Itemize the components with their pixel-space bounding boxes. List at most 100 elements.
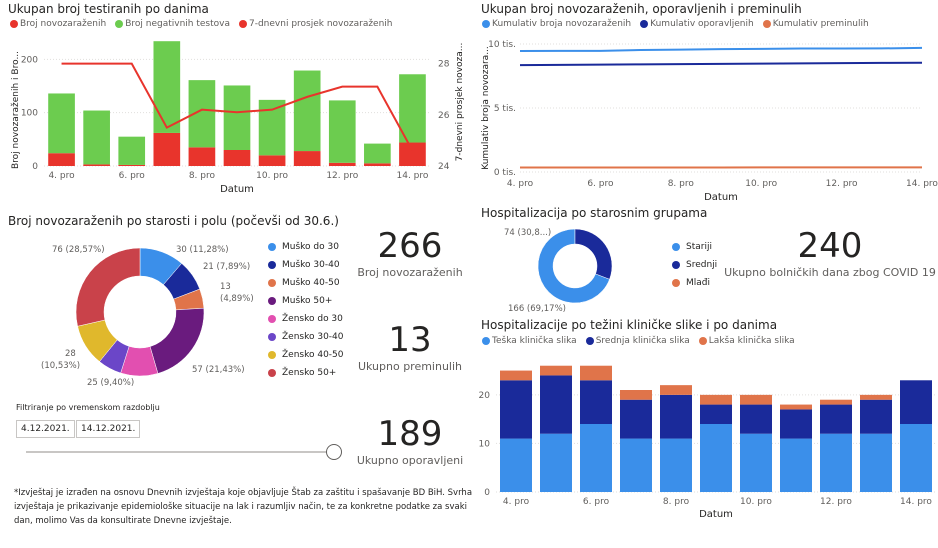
bar-new-cases: [258, 155, 286, 166]
bar-new-cases: [153, 132, 181, 166]
legend-item-f-under30[interactable]: Žensko do 30: [268, 310, 344, 328]
cumulative-chart[interactable]: 0 tis. 5 tis. 10 tis. 4. pro 6. pro 8. pro 10.…: [472, 30, 938, 202]
x-tick: 12. pro: [826, 179, 858, 189]
bar-new-cases: [223, 150, 251, 166]
bar-negative-tests: [83, 110, 110, 165]
bar-moderate: [780, 409, 812, 439]
x-tick: 14. pro: [906, 179, 938, 189]
legend-item-m-under30[interactable]: Muško do 30: [268, 238, 344, 256]
bar-moderate: [900, 380, 932, 424]
line-cum-recovered: [519, 61, 923, 67]
tests-chart[interactable]: 0 100 200 24 26 28 4. pro 6. pro 8. pro 10. pro 12…: [0, 30, 470, 200]
legend-item-cum-recovered[interactable]: Kumulativ oporavljenih: [640, 19, 754, 29]
legend-item-cum-deaths[interactable]: Kumulativ preminulih: [762, 19, 869, 29]
x-tick: 8. pro: [668, 179, 695, 189]
slice-label-7: 76 (28,57%): [52, 245, 105, 255]
bar-moderate: [700, 404, 732, 424]
x-tick: 12. pro: [326, 171, 358, 181]
bar-severe: [540, 433, 572, 492]
bar-negative-tests: [118, 136, 146, 165]
bar-mild: [780, 404, 812, 410]
y-tick: 20: [479, 391, 491, 401]
legend-item-m-40-50[interactable]: Muško 40-50: [268, 274, 344, 292]
bar-severe: [860, 433, 892, 492]
legend-item-f-40-50[interactable]: Žensko 40-50: [268, 346, 344, 364]
bar-negative-tests: [364, 143, 391, 164]
tests-chart-title: Ukupan broj testiranih po danima: [8, 2, 209, 16]
legend-item-m-30-40[interactable]: Muško 30-40: [268, 256, 344, 274]
x-tick: 10. pro: [740, 497, 772, 507]
x-tick: 12. pro: [820, 497, 852, 507]
bar-severe: [700, 424, 732, 492]
legend-item-f-30-40[interactable]: Žensko 30-40: [268, 328, 344, 346]
legend-item-older[interactable]: Stariji: [672, 238, 717, 256]
date-filter-to[interactable]: 14.12.2021.: [76, 420, 141, 438]
bar-negative-tests: [223, 85, 251, 150]
y-tick-right: 26: [438, 111, 450, 121]
y-tick-left: 0: [32, 162, 38, 172]
bar-new-cases: [83, 164, 110, 166]
x-axis-title: Datum: [704, 192, 738, 202]
legend-item-severe[interactable]: Teška klinička slika: [482, 336, 577, 346]
x-tick: 4. pro: [503, 497, 530, 507]
legend-item-mild[interactable]: Lakša klinička slika: [698, 336, 795, 346]
date-slider-handle[interactable]: [326, 444, 342, 460]
bar-severe: [500, 438, 532, 492]
tests-chart-legend: Broj novozaraženih Broj negativnih testo…: [10, 19, 397, 29]
hosp-slice-label-0: 74 (30,8...): [504, 228, 551, 238]
date-filter-from[interactable]: 4.12.2021.: [16, 420, 75, 438]
bar-mild: [820, 399, 852, 405]
y-tick: 0: [484, 488, 490, 498]
bar-mild: [580, 365, 612, 381]
y-tick: 10: [479, 439, 491, 449]
legend-item-7day-avg[interactable]: 7-dnevni prosjek novozaraženih: [239, 19, 393, 29]
x-axis-title: Datum: [220, 184, 254, 195]
bar-moderate: [860, 399, 892, 434]
slice-label-0: 30 (11,28%): [176, 245, 229, 255]
x-tick: 6. pro: [583, 497, 610, 507]
legend-item-new-cases[interactable]: Broj novozaraženih: [10, 19, 106, 29]
age-sex-slice-3: [149, 307, 205, 374]
date-slider-track[interactable]: [26, 451, 338, 453]
legend-item-cum-cases[interactable]: Kumulativ broja novozaraženih: [482, 19, 631, 29]
bar-new-cases: [328, 162, 356, 166]
bar-negative-tests: [328, 100, 356, 163]
hosp-severity-chart[interactable]: 0 10 20 4. pro 6. pro 8. pro 10. pro 12. pro 14.…: [472, 350, 938, 546]
legend-item-f-50plus[interactable]: Žensko 50+: [268, 364, 344, 382]
bar-severe: [780, 438, 812, 492]
hosp-age-donut-chart[interactable]: 74 (30,8...) 166 (69,17%): [478, 222, 678, 314]
legend-item-younger[interactable]: Mlađi: [672, 274, 717, 292]
legend-item-negative-tests[interactable]: Broj negativnih testova: [115, 19, 230, 29]
bar-severe: [740, 433, 772, 492]
hosp-age-slice-1: [574, 228, 613, 280]
bar-new-cases: [399, 142, 426, 166]
hosp-age-slice-0: [537, 228, 610, 304]
y-tick-right: 28: [438, 60, 450, 70]
bar-mild: [660, 385, 692, 395]
hosp-severity-chart-title: Hospitalizacije po težini kliničke slike…: [481, 318, 778, 332]
kpi-recovered-label: Ukupno oporavljeni: [356, 454, 464, 467]
x-axis-title: Datum: [699, 509, 733, 520]
legend-item-middle[interactable]: Srednji: [672, 256, 717, 274]
hosp-severity-legend: Teška klinička slika Srednja klinička sl…: [482, 336, 799, 346]
bar-severe: [820, 433, 852, 492]
legend-item-moderate[interactable]: Srednja klinička slika: [585, 336, 690, 346]
age-sex-donut-chart[interactable]: 30 (11,28%) 21 (7,89%) 13 (4,89%) 57 (21…: [0, 232, 360, 402]
bar-moderate: [580, 380, 612, 424]
bar-moderate: [820, 404, 852, 434]
kpi-recovered-value: 189: [377, 414, 443, 454]
kpi-deaths-value: 13: [388, 320, 432, 360]
y-tick-left: 100: [21, 109, 38, 119]
bar-negative-tests: [293, 70, 321, 152]
cumulative-chart-legend: Kumulativ broja novozaraženih Kumulativ …: [482, 19, 873, 29]
y-axis-title-right: 7-dnevni prosjek novoza...: [455, 43, 465, 162]
x-tick: 8. pro: [663, 497, 690, 507]
line-7day-avg: [61, 62, 414, 152]
x-tick: 10. pro: [745, 179, 777, 189]
kpi-deaths: 13 Ukupno preminulih: [345, 320, 475, 373]
slice-label-4: 25 (9,40%): [87, 378, 134, 388]
kpi-cases: 266 Broj novozaraženih: [345, 226, 475, 279]
cumulative-chart-title: Ukupan broj novozaraženih, oporavljenih …: [481, 2, 802, 16]
legend-item-m-50plus[interactable]: Muško 50+: [268, 292, 344, 310]
footnote: *Izvještaj je izrađen na osnovu Dnevnih …: [14, 488, 473, 526]
